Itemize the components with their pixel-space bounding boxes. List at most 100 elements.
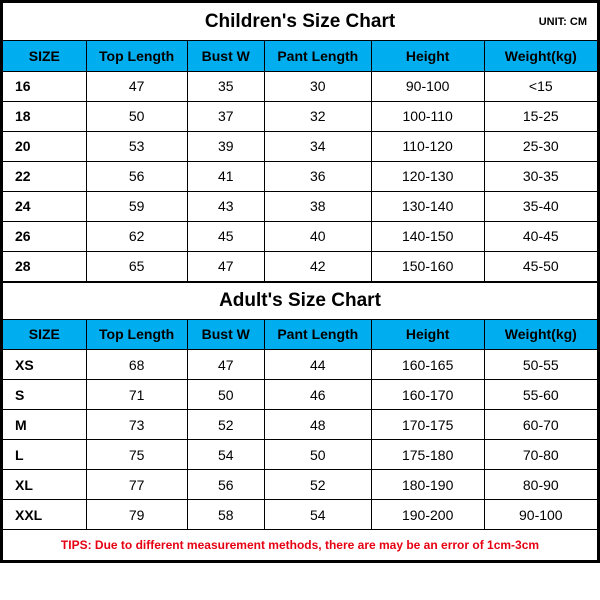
cell: 41 [187, 161, 264, 191]
cell: 56 [86, 161, 187, 191]
cell: 53 [86, 131, 187, 161]
cell: 60-70 [484, 410, 597, 440]
cell: 50-55 [484, 350, 597, 380]
cell: 175-180 [371, 440, 484, 470]
cell: 45-50 [484, 251, 597, 281]
cell: L [3, 440, 86, 470]
cell: 70-80 [484, 440, 597, 470]
cell: S [3, 380, 86, 410]
cell: XS [3, 350, 86, 380]
table-row: XXL795854190-20090-100 [3, 500, 597, 530]
table-row: 22564136120-13030-35 [3, 161, 597, 191]
cell: 50 [187, 380, 264, 410]
cell: 22 [3, 161, 86, 191]
col-pant: Pant Length [264, 41, 371, 71]
children-title: Children's Size Chart [3, 11, 597, 33]
cell: 180-190 [371, 470, 484, 500]
cell: 42 [264, 251, 371, 281]
cell: 100-110 [371, 101, 484, 131]
cell: 56 [187, 470, 264, 500]
cell: 140-150 [371, 221, 484, 251]
cell: 32 [264, 101, 371, 131]
col-weight: Weight(kg) [484, 41, 597, 71]
tips-text: TIPS: Due to different measurement metho… [3, 530, 597, 560]
children-title-row: Children's Size Chart UNIT: CM [3, 3, 597, 41]
cell: 160-170 [371, 380, 484, 410]
cell: 90-100 [371, 71, 484, 101]
col-height: Height [371, 41, 484, 71]
cell: 50 [264, 440, 371, 470]
cell: 54 [264, 500, 371, 530]
col-bust: Bust W [187, 320, 264, 350]
adult-header-row: SIZE Top Length Bust W Pant Length Heigh… [3, 320, 597, 350]
cell: 48 [264, 410, 371, 440]
cell: 110-120 [371, 131, 484, 161]
table-row: XL775652180-19080-90 [3, 470, 597, 500]
children-header-row: SIZE Top Length Bust W Pant Length Heigh… [3, 41, 597, 71]
cell: 28 [3, 251, 86, 281]
size-chart-container: Children's Size Chart UNIT: CM SIZE Top … [0, 0, 600, 563]
cell: 36 [264, 161, 371, 191]
cell: 45 [187, 221, 264, 251]
cell: 40-45 [484, 221, 597, 251]
table-row: 20533934110-12025-30 [3, 131, 597, 161]
table-row: 26624540140-15040-45 [3, 221, 597, 251]
cell: 90-100 [484, 500, 597, 530]
cell: 58 [187, 500, 264, 530]
cell: 15-25 [484, 101, 597, 131]
cell: 16 [3, 71, 86, 101]
cell: 73 [86, 410, 187, 440]
cell: 47 [86, 71, 187, 101]
cell: 44 [264, 350, 371, 380]
cell: 170-175 [371, 410, 484, 440]
col-top: Top Length [86, 320, 187, 350]
adult-title: Adult's Size Chart [3, 290, 597, 312]
cell: 46 [264, 380, 371, 410]
unit-label: UNIT: CM [539, 16, 587, 28]
col-size: SIZE [3, 320, 86, 350]
cell: 190-200 [371, 500, 484, 530]
cell: 54 [187, 440, 264, 470]
cell: 50 [86, 101, 187, 131]
cell: 65 [86, 251, 187, 281]
col-weight: Weight(kg) [484, 320, 597, 350]
col-pant: Pant Length [264, 320, 371, 350]
cell: M [3, 410, 86, 440]
children-table: SIZE Top Length Bust W Pant Length Heigh… [3, 41, 597, 282]
cell: 35-40 [484, 191, 597, 221]
cell: 35 [187, 71, 264, 101]
cell: 55-60 [484, 380, 597, 410]
cell: 38 [264, 191, 371, 221]
table-row: 1647353090-100<15 [3, 71, 597, 101]
cell: 77 [86, 470, 187, 500]
cell: 52 [187, 410, 264, 440]
cell: 39 [187, 131, 264, 161]
table-row: 24594338130-14035-40 [3, 191, 597, 221]
cell: 68 [86, 350, 187, 380]
cell: 150-160 [371, 251, 484, 281]
cell: 20 [3, 131, 86, 161]
cell: 120-130 [371, 161, 484, 191]
cell: 34 [264, 131, 371, 161]
col-size: SIZE [3, 41, 86, 71]
cell: 79 [86, 500, 187, 530]
cell: 30-35 [484, 161, 597, 191]
cell: 52 [264, 470, 371, 500]
cell: <15 [484, 71, 597, 101]
cell: 47 [187, 350, 264, 380]
table-row: S715046160-17055-60 [3, 380, 597, 410]
cell: 80-90 [484, 470, 597, 500]
cell: 30 [264, 71, 371, 101]
cell: 130-140 [371, 191, 484, 221]
cell: 40 [264, 221, 371, 251]
cell: 43 [187, 191, 264, 221]
cell: 24 [3, 191, 86, 221]
cell: 75 [86, 440, 187, 470]
col-height: Height [371, 320, 484, 350]
cell: 71 [86, 380, 187, 410]
cell: 59 [86, 191, 187, 221]
table-row: 28654742150-16045-50 [3, 251, 597, 281]
cell: 18 [3, 101, 86, 131]
col-bust: Bust W [187, 41, 264, 71]
table-row: L755450175-18070-80 [3, 440, 597, 470]
